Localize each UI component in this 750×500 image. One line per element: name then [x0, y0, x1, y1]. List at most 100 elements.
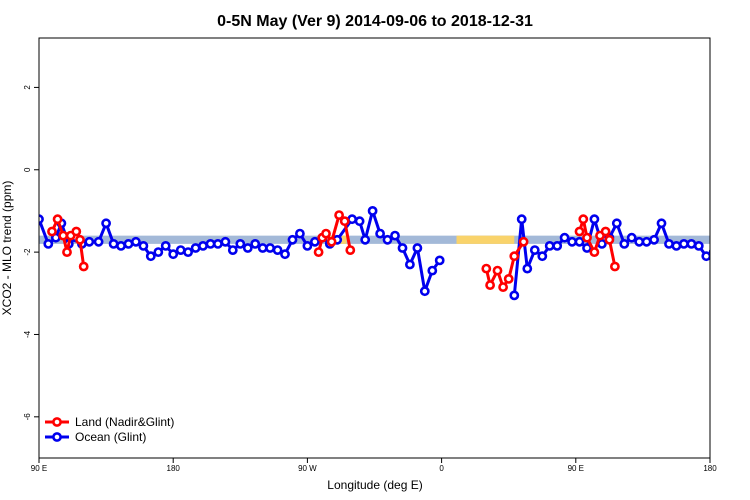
data-point	[52, 214, 63, 225]
data-point	[309, 236, 320, 247]
data-point	[574, 226, 585, 237]
data-point	[509, 290, 520, 301]
data-point	[175, 245, 186, 255]
series-layer	[39, 205, 710, 301]
data-point	[492, 265, 503, 276]
data-point	[153, 247, 164, 257]
data-point	[130, 236, 141, 247]
x-tick-label: 180	[167, 464, 181, 473]
y-tick-label: -2	[23, 248, 32, 256]
data-point	[354, 216, 365, 227]
data-point	[75, 234, 85, 245]
data-point	[360, 234, 371, 245]
y-axis-label: XCO2 - MLO trend (ppm)	[0, 181, 14, 316]
data-point	[582, 232, 592, 243]
y-tick-label: -6	[23, 413, 32, 421]
data-point	[600, 226, 611, 237]
data-point	[345, 245, 356, 255]
data-point	[481, 263, 492, 274]
data-point	[138, 240, 149, 251]
data-point	[498, 282, 508, 292]
data-point	[47, 226, 57, 237]
data-point	[701, 251, 710, 262]
series-ocean	[39, 205, 710, 301]
legend-label: Ocean (Glint)	[75, 430, 146, 444]
data-point	[62, 247, 72, 257]
data-point	[280, 249, 290, 260]
data-point	[522, 263, 533, 274]
data-point	[390, 230, 400, 241]
data-point	[84, 236, 95, 247]
data-point	[656, 218, 667, 229]
data-point	[321, 228, 331, 239]
data-point	[397, 243, 408, 253]
data-point	[649, 234, 659, 245]
chart-title: 0-5N May (Ver 9) 2014-09-06 to 2018-12-3…	[217, 13, 533, 30]
data-point	[160, 240, 171, 251]
data-point	[626, 232, 637, 243]
plot-frame	[38, 37, 711, 459]
data-point	[434, 255, 445, 266]
y-tick-label: -4	[23, 330, 32, 338]
data-point	[671, 240, 682, 251]
series-land	[47, 210, 620, 292]
data-point	[619, 238, 630, 249]
data-point	[382, 234, 393, 245]
data-point	[145, 251, 156, 262]
data-point	[419, 286, 430, 297]
legend-item: Land (Nadir&Glint)	[45, 415, 174, 429]
data-point	[412, 243, 423, 253]
data-point	[227, 245, 238, 255]
data-point	[641, 236, 652, 247]
data-point	[708, 248, 710, 256]
data-point	[242, 243, 253, 253]
data-point	[589, 247, 600, 257]
data-point	[183, 247, 193, 257]
x-axis: 90 E 180 90 W 0 90 E 180	[31, 458, 717, 473]
data-point	[503, 273, 514, 284]
data-point	[334, 210, 344, 220]
data-point	[168, 249, 179, 260]
data-point	[686, 238, 697, 249]
data-point	[313, 247, 324, 257]
data-point	[485, 280, 495, 290]
legend-item: Ocean (Glint)	[45, 430, 146, 444]
data-point	[212, 238, 223, 249]
data-point	[664, 238, 674, 249]
data-point	[108, 238, 119, 249]
data-point	[287, 234, 298, 245]
data-point	[347, 214, 357, 225]
x-tick-label: 90 E	[31, 464, 47, 473]
data-point	[71, 226, 82, 237]
data-point	[250, 238, 261, 249]
x-tick-label: 0	[439, 464, 444, 473]
data-point	[93, 236, 104, 247]
y-tick-label: 0	[23, 167, 32, 172]
data-point	[589, 214, 600, 225]
data-point	[220, 236, 231, 247]
data-point	[43, 238, 54, 249]
x-tick-label: 180	[703, 464, 717, 473]
legend-label: Land (Nadir&Glint)	[75, 415, 174, 429]
data-point	[529, 245, 540, 255]
data-point	[693, 240, 704, 251]
data-point	[516, 214, 527, 225]
data-point	[272, 245, 283, 255]
data-point	[509, 251, 520, 262]
ocean-band	[39, 235, 710, 244]
data-point	[58, 230, 69, 241]
x-tick-label: 90 W	[298, 464, 317, 473]
data-point	[367, 205, 378, 216]
data-point	[537, 251, 548, 262]
data-point	[582, 243, 592, 253]
data-point	[544, 240, 555, 251]
data-point	[604, 234, 615, 245]
data-point	[235, 238, 246, 249]
data-point	[116, 240, 126, 251]
x-axis-label: Longitude (deg E)	[327, 478, 422, 492]
legend: Land (Nadir&Glint)Ocean (Glint)	[45, 415, 174, 444]
data-point	[265, 243, 275, 253]
data-point	[679, 238, 689, 249]
series-line	[39, 209, 441, 293]
